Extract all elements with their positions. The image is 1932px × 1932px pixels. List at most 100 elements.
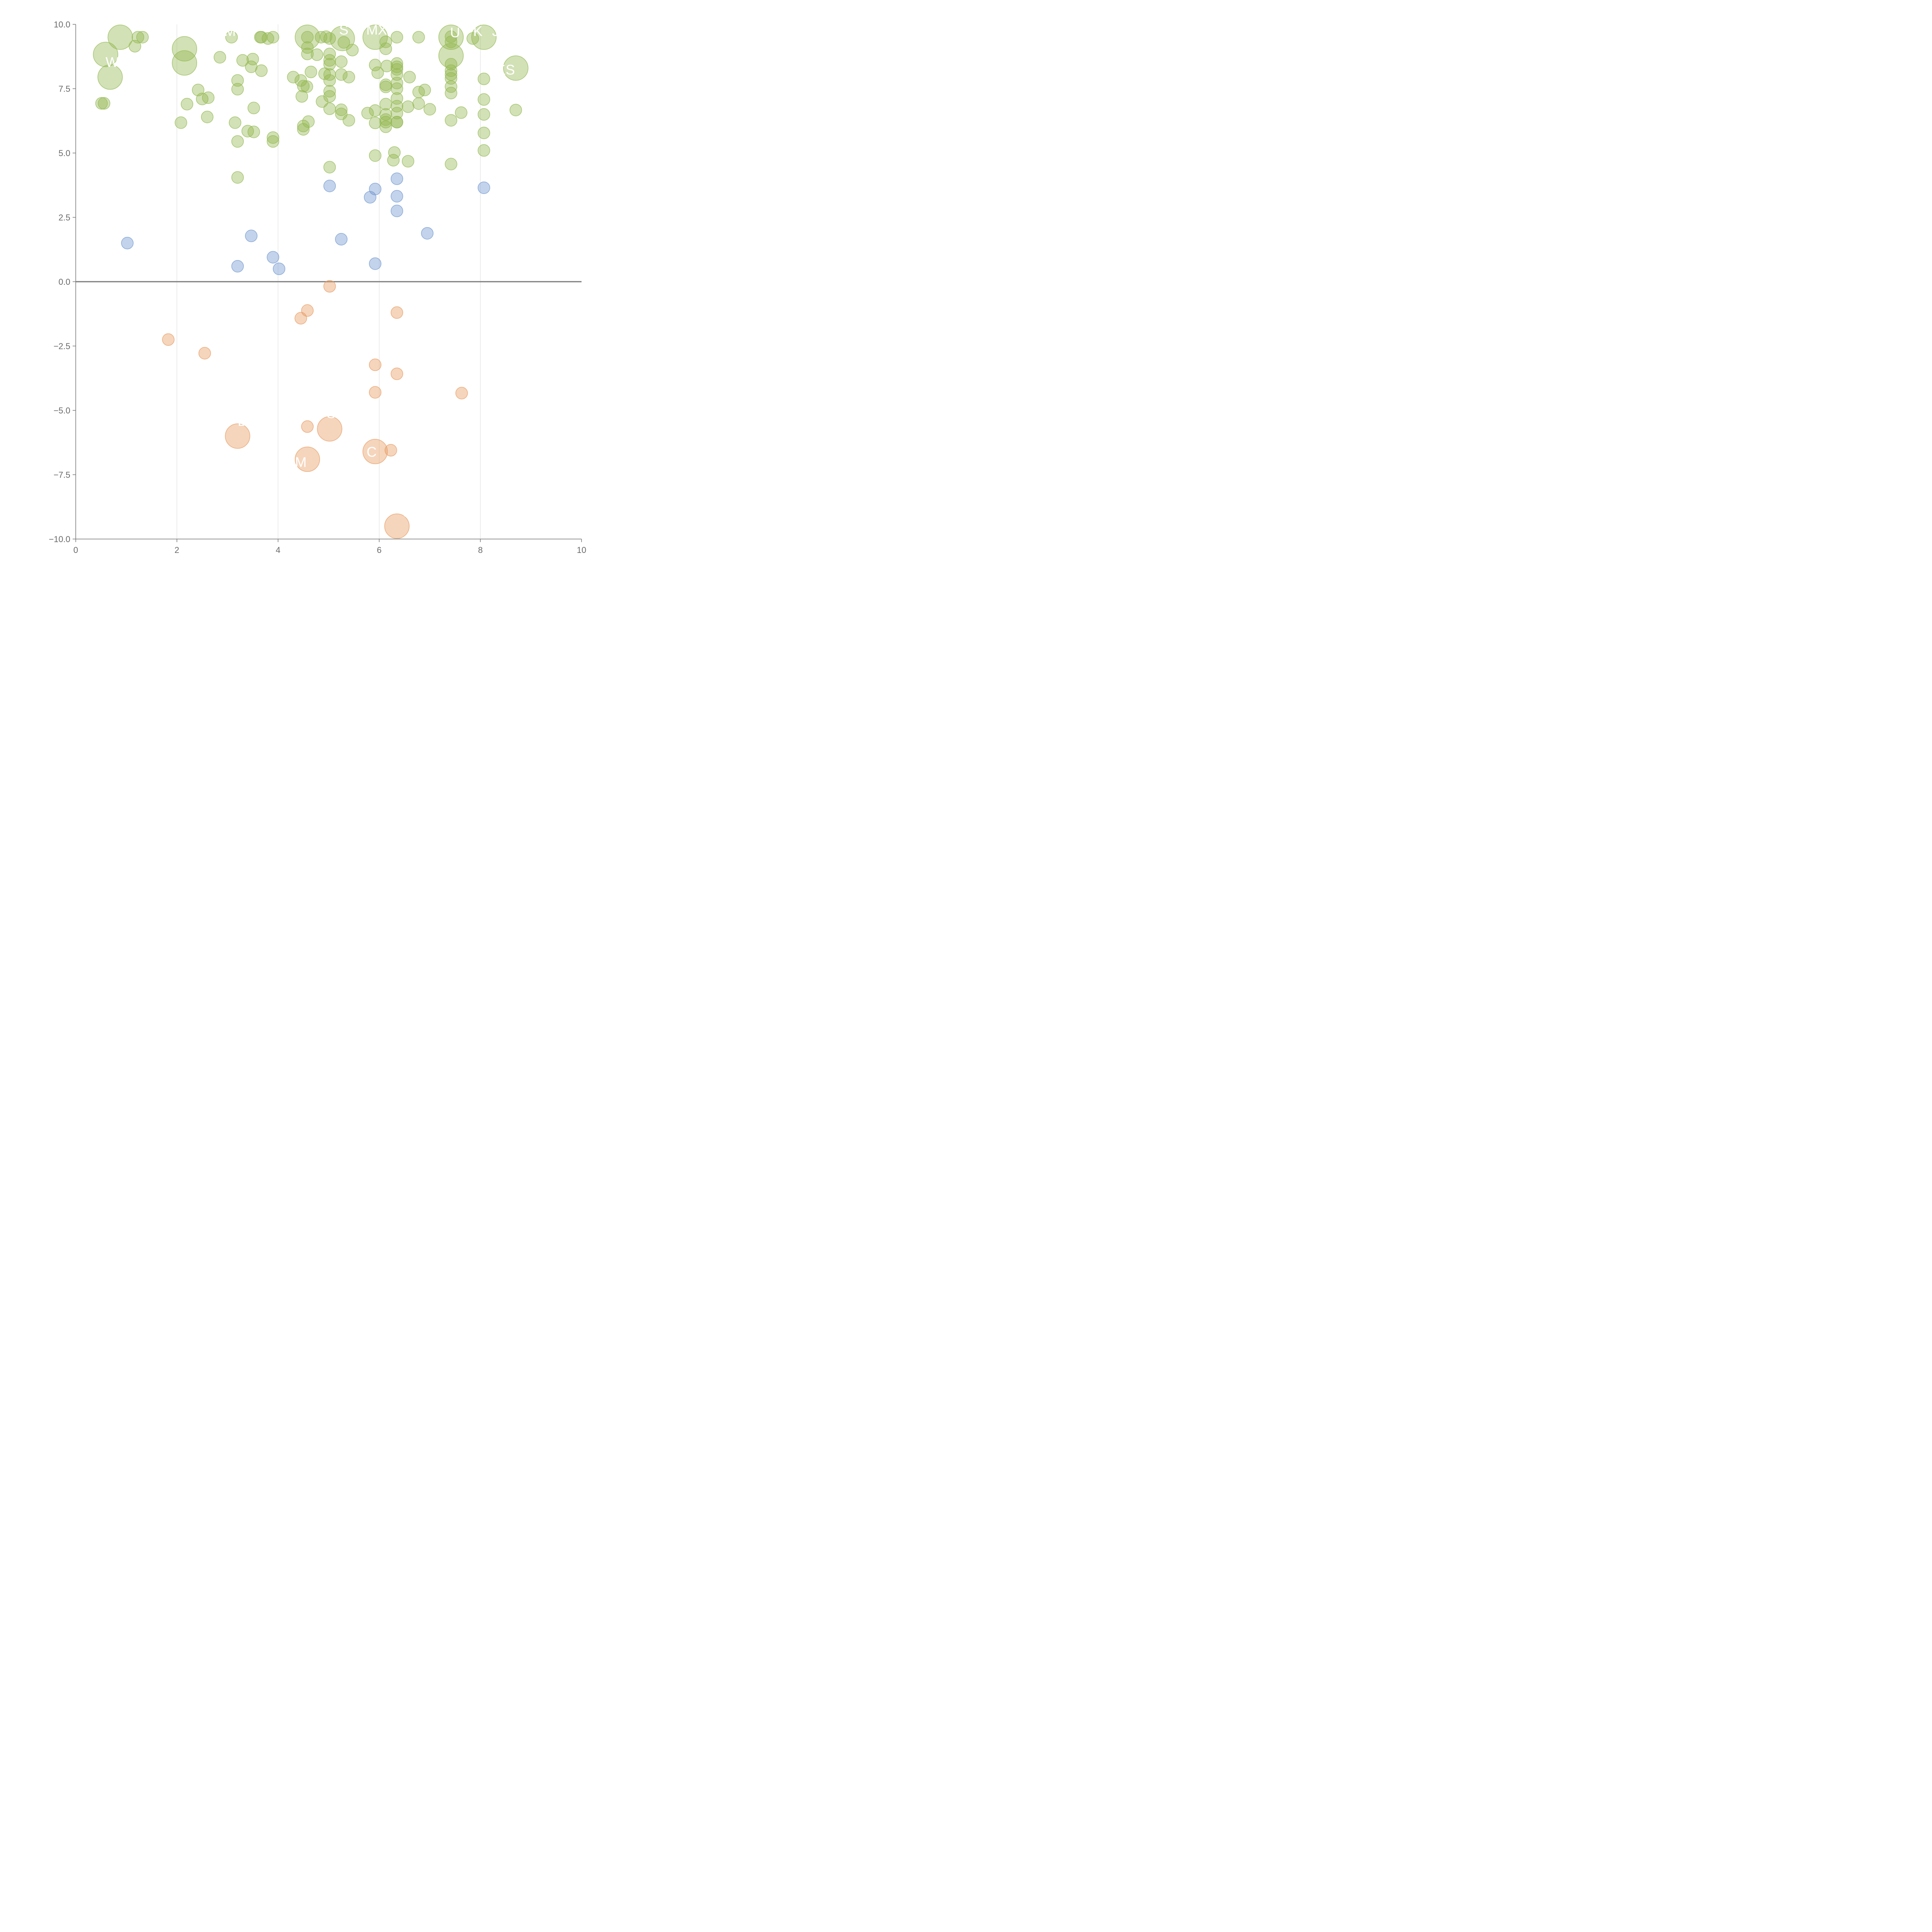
bubble-high bbox=[438, 43, 464, 68]
bubble-low bbox=[391, 306, 403, 319]
bubble-high bbox=[478, 93, 490, 106]
bubble-high bbox=[391, 100, 403, 112]
bubble-high bbox=[247, 53, 259, 66]
x-tick-label: 0 bbox=[73, 545, 78, 555]
bubble-low bbox=[225, 423, 250, 449]
bubble-high bbox=[369, 149, 382, 162]
bubble-high bbox=[231, 171, 244, 184]
bubble-low bbox=[369, 386, 382, 399]
bubble-high bbox=[418, 83, 431, 96]
bubble-high bbox=[380, 60, 393, 72]
bubble-low bbox=[198, 347, 211, 360]
bubble-high bbox=[287, 71, 299, 83]
y-tick-label: 5.0 bbox=[58, 148, 70, 158]
bubble-mid bbox=[335, 233, 348, 246]
bubble-high bbox=[423, 103, 436, 116]
bubble-high bbox=[201, 111, 214, 123]
bubble-high bbox=[202, 91, 215, 104]
bubble-high bbox=[318, 67, 331, 80]
bubble-high bbox=[445, 158, 457, 170]
bubble-high bbox=[320, 30, 333, 43]
bubble-high bbox=[445, 30, 457, 43]
y-tick-label: 2.5 bbox=[58, 213, 70, 223]
y-axis-ticks: −10.0 −7.5 −5.0 −2.5 0.0 2.5 5.0 7.5 10.0 bbox=[49, 20, 76, 544]
bubble-low bbox=[323, 280, 336, 293]
y-tick-label: −5.0 bbox=[54, 406, 70, 415]
bubble-label: MX bbox=[366, 22, 387, 38]
bubble-high bbox=[172, 36, 197, 61]
bubble-high bbox=[95, 97, 108, 110]
bubble-label: KS bbox=[497, 62, 515, 78]
bubble-high bbox=[445, 80, 457, 93]
bubble-high bbox=[342, 71, 355, 83]
bubble-high bbox=[379, 43, 392, 55]
bubble-high bbox=[335, 55, 348, 68]
bubble-high bbox=[391, 63, 403, 76]
bubble-label: M bbox=[224, 23, 236, 39]
bubble-high bbox=[379, 108, 392, 121]
bubble-high bbox=[335, 104, 348, 116]
bubble-high bbox=[301, 41, 314, 54]
bubble-high bbox=[379, 98, 392, 111]
bubble-high bbox=[445, 64, 457, 77]
bubble-high bbox=[391, 31, 403, 44]
bubble-high bbox=[478, 126, 490, 139]
bubble-high bbox=[231, 135, 244, 148]
bubble-high bbox=[401, 100, 415, 113]
bubble-high bbox=[438, 24, 464, 50]
bubble-high bbox=[387, 154, 400, 167]
bubble-high bbox=[175, 116, 187, 129]
bubble-high bbox=[231, 83, 244, 95]
y-tick-label: −7.5 bbox=[54, 470, 70, 480]
bubble-high bbox=[412, 31, 425, 44]
bubble-high bbox=[297, 123, 310, 136]
bubble-high bbox=[301, 80, 313, 93]
bubble-high bbox=[262, 32, 274, 45]
bubble-label: D bbox=[238, 413, 248, 429]
y-tick-label: 7.5 bbox=[58, 84, 70, 94]
bubble-high bbox=[323, 102, 336, 115]
bubble-mid bbox=[245, 230, 258, 242]
bubble-high bbox=[231, 74, 244, 87]
bubble-labels: W M S MX U K J KS D S M C C bbox=[105, 22, 515, 520]
x-axis-ticks: 0 2 4 6 8 10 bbox=[73, 539, 586, 555]
x-tick-label: 2 bbox=[175, 545, 179, 555]
bubble-low bbox=[391, 367, 403, 380]
bubble-mid bbox=[391, 204, 403, 217]
bubble-high bbox=[229, 116, 242, 129]
bubble-low bbox=[294, 446, 320, 472]
bubble-high bbox=[297, 119, 310, 133]
bubble-high bbox=[412, 97, 425, 110]
bubble-low bbox=[301, 420, 314, 433]
bubble-high bbox=[98, 97, 111, 110]
bubble-high bbox=[297, 80, 310, 92]
bubble-high bbox=[323, 48, 336, 60]
bubble-high bbox=[391, 68, 403, 81]
bubble-high bbox=[330, 26, 355, 51]
bubble-low bbox=[384, 444, 397, 457]
bubble-high bbox=[445, 36, 457, 48]
bubble-high bbox=[301, 31, 314, 44]
bubble-mid bbox=[391, 190, 403, 202]
bubble-mid bbox=[231, 260, 244, 273]
bubble-high bbox=[267, 31, 279, 44]
bubble-mid bbox=[391, 172, 403, 185]
bubble-high bbox=[247, 126, 260, 138]
x-tick-label: 8 bbox=[478, 545, 483, 555]
bubble-high bbox=[304, 66, 317, 78]
bubble-mid bbox=[369, 183, 382, 196]
bubble-high bbox=[391, 116, 403, 129]
bubble-high bbox=[93, 42, 118, 67]
x-tick-label: 4 bbox=[276, 545, 280, 555]
bubble-high bbox=[379, 36, 392, 48]
bubble-high bbox=[255, 64, 268, 77]
bubble-mid bbox=[323, 180, 336, 192]
bubble-high bbox=[247, 102, 260, 114]
bubble-high bbox=[391, 92, 403, 105]
bubble-high bbox=[301, 48, 314, 60]
bubble-high bbox=[471, 24, 497, 50]
y-tick-label: −10.0 bbox=[49, 534, 70, 544]
bubble-label: J bbox=[492, 23, 499, 39]
bubble-label: C bbox=[367, 444, 377, 460]
bubble-high bbox=[129, 40, 141, 53]
